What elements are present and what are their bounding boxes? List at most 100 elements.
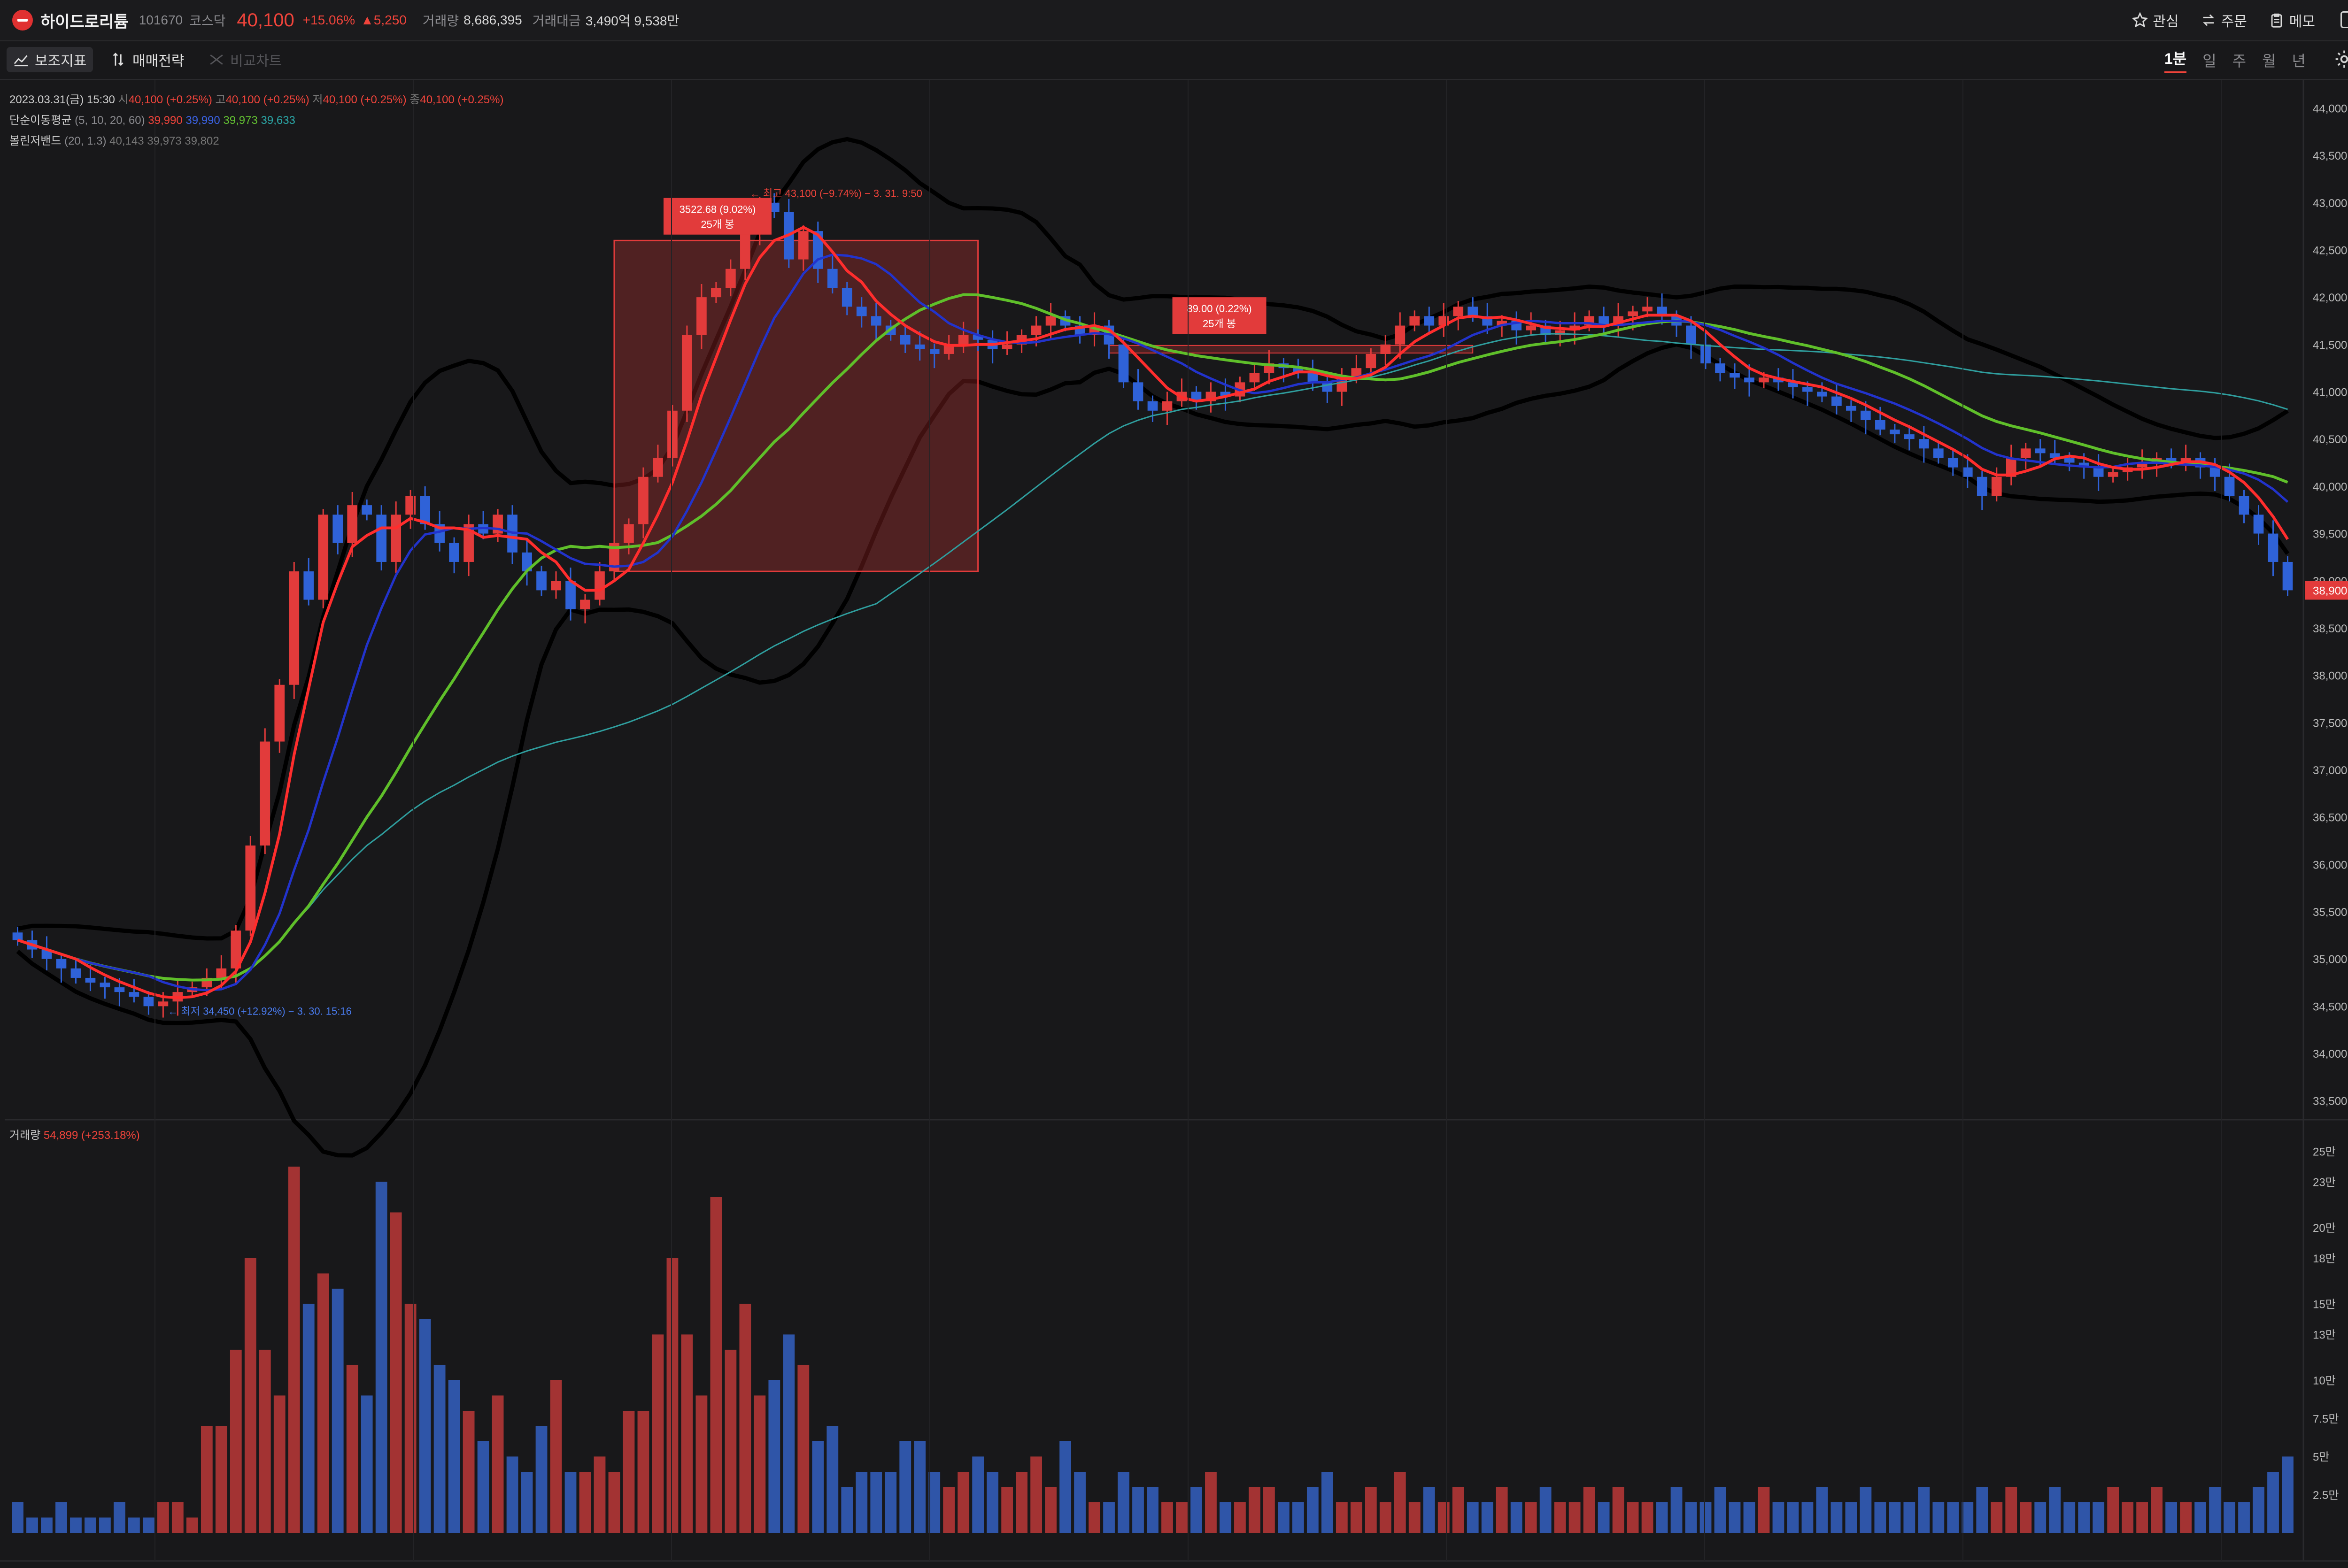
volume-bar bbox=[1699, 1502, 1712, 1533]
candle-body bbox=[711, 288, 721, 298]
y-tick-label: 40,000 bbox=[2313, 481, 2347, 493]
volume-bar bbox=[404, 1304, 417, 1533]
side-panel-toggle-icon[interactable] bbox=[2340, 11, 2348, 28]
measure-label-bg bbox=[663, 198, 772, 235]
volume-tick-label: 15만 bbox=[2313, 1299, 2336, 1311]
volume-bar bbox=[521, 1472, 533, 1533]
volume-bar bbox=[1045, 1487, 1057, 1533]
candle-body bbox=[1366, 354, 1376, 369]
candle-body bbox=[362, 505, 372, 515]
ma20-value: 39,973 bbox=[223, 114, 258, 127]
volume-tick-label: 18만 bbox=[2313, 1253, 2336, 1265]
gear-icon[interactable] bbox=[2334, 49, 2348, 69]
tab-1min[interactable]: 1분 bbox=[2164, 47, 2187, 73]
candle-body bbox=[580, 600, 590, 609]
volume-bar bbox=[244, 1258, 256, 1533]
volume-bar bbox=[1030, 1456, 1042, 1533]
volume-bar bbox=[1220, 1502, 1231, 1533]
tab-month[interactable]: 월 bbox=[2262, 53, 2276, 69]
chart-line-icon bbox=[14, 55, 28, 67]
volume-bar bbox=[1583, 1487, 1595, 1533]
y-tick-label: 39,500 bbox=[2313, 528, 2347, 541]
volume-bar bbox=[1510, 1502, 1522, 1533]
order-button[interactable]: 주문 bbox=[2201, 10, 2247, 31]
volume-bar bbox=[288, 1167, 300, 1533]
tab-day[interactable]: 일 bbox=[2202, 53, 2217, 69]
candle-body bbox=[56, 959, 67, 968]
y-tick-label: 36,000 bbox=[2313, 859, 2347, 871]
volume-bar bbox=[841, 1487, 853, 1533]
volume-bar bbox=[754, 1395, 766, 1533]
memo-button[interactable]: 메모 bbox=[2269, 10, 2315, 31]
candle-body bbox=[769, 202, 780, 212]
volume-bar bbox=[1772, 1502, 1784, 1533]
amount-value: 3,490억 9,538만 bbox=[585, 14, 680, 28]
volume-bar bbox=[1103, 1502, 1115, 1533]
y-tick-label: 41,000 bbox=[2313, 386, 2347, 399]
candle-body bbox=[1497, 321, 1507, 326]
volume-bar bbox=[666, 1258, 679, 1533]
volume-bar bbox=[1452, 1487, 1464, 1533]
candle-body bbox=[1730, 373, 1740, 378]
volume-bar bbox=[346, 1365, 358, 1533]
volume-bar bbox=[2078, 1502, 2090, 1533]
stock-market: 코스닥 bbox=[189, 14, 226, 28]
candle-body bbox=[231, 930, 241, 968]
volume-value: 8,686,395 bbox=[463, 13, 522, 27]
volume-legend: 거래량 54,899 (+253.18%) bbox=[9, 1126, 140, 1142]
tab-year[interactable]: 년 bbox=[2292, 53, 2306, 69]
y-tick-label: 43,500 bbox=[2313, 150, 2347, 162]
low-marker-label: ← 최저 34,450 (+12.92%) − 3. 30. 15:16 bbox=[168, 1005, 352, 1017]
volume-bar bbox=[492, 1395, 504, 1533]
candle-body bbox=[1628, 311, 1638, 316]
volume-bar bbox=[2151, 1487, 2163, 1533]
candle-body bbox=[1802, 387, 1813, 392]
candle-body bbox=[1453, 307, 1464, 316]
candle-body bbox=[100, 983, 110, 988]
volume-bar bbox=[2122, 1502, 2134, 1533]
volume-bar bbox=[1292, 1502, 1304, 1533]
candle-body bbox=[522, 552, 532, 572]
volume-bar bbox=[652, 1334, 664, 1533]
compare-chart-button[interactable]: 비교차트 bbox=[209, 47, 282, 72]
volume-bar bbox=[85, 1517, 96, 1533]
bb-up-value: 39,973 bbox=[147, 135, 182, 147]
candle-body bbox=[1875, 420, 1885, 430]
volume-bar bbox=[1205, 1472, 1217, 1533]
indicators-button[interactable]: 보조지표 bbox=[7, 47, 93, 72]
strategy-button[interactable]: 매매전략 bbox=[111, 47, 184, 72]
y-tick-label: 35,500 bbox=[2313, 906, 2347, 919]
volume-bar bbox=[812, 1441, 824, 1533]
candle-body bbox=[2006, 458, 2016, 477]
candle-body bbox=[551, 581, 561, 591]
volume-bar bbox=[302, 1304, 315, 1533]
stock-name[interactable]: 하이드로리튬 bbox=[40, 13, 129, 31]
candle-body bbox=[2224, 477, 2235, 496]
candle-body bbox=[667, 410, 678, 458]
candle-body bbox=[798, 231, 809, 260]
candle-body bbox=[1599, 316, 1609, 326]
volume-bar bbox=[1845, 1502, 1857, 1533]
volume-bar bbox=[1641, 1502, 1653, 1533]
volume-bar bbox=[579, 1472, 591, 1533]
y-tick-label: 37,000 bbox=[2313, 764, 2347, 777]
watchlist-button[interactable]: 관심 bbox=[2132, 10, 2179, 31]
volume-bar bbox=[943, 1487, 955, 1533]
open-label: 시 bbox=[118, 93, 129, 106]
candle-body bbox=[2035, 448, 2046, 453]
volume-bar bbox=[1350, 1502, 1362, 1533]
volume-bar bbox=[1089, 1502, 1100, 1533]
y-tick-label: 38,000 bbox=[2313, 670, 2347, 683]
volume-bar bbox=[681, 1334, 693, 1533]
tab-week[interactable]: 주 bbox=[2232, 53, 2247, 69]
strategy-label: 매매전략 bbox=[132, 54, 185, 69]
volume-bar bbox=[2238, 1502, 2250, 1533]
candle-body bbox=[1861, 410, 1871, 420]
candle-body bbox=[274, 684, 285, 742]
volume-bar bbox=[433, 1365, 446, 1533]
candle-body bbox=[114, 987, 125, 992]
swap-arrows-icon bbox=[2202, 14, 2214, 26]
candle-body bbox=[1817, 392, 1827, 397]
volume-bar bbox=[259, 1350, 271, 1533]
